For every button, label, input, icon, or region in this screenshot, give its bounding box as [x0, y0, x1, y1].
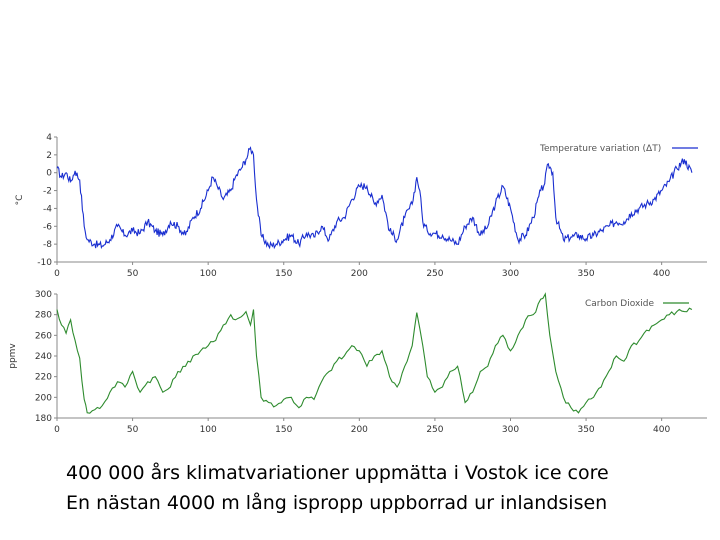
x-tick-label: 100 [200, 425, 217, 435]
y-tick-label: 260 [35, 331, 52, 341]
y-tick-label: 280 [35, 311, 52, 321]
x-tick-label: 150 [275, 425, 292, 435]
temperature-chart: 420-2-4-6-8-100 50 100 150 200 250 300 350 400°C… [15, 133, 707, 279]
y-tick-label: 200 [35, 393, 52, 403]
series-line [56, 146, 693, 250]
y-tick-label: 240 [35, 352, 52, 362]
x-tick-label: 350 [577, 269, 594, 279]
x-tick-label: 250 [426, 269, 443, 279]
caption-line-2: En nästan 4000 m lång ispropp uppborrad … [66, 492, 608, 514]
x-tick-label: 400 [653, 425, 670, 435]
x-tick-label: 0 [54, 425, 60, 435]
x-tick-label: 300 [502, 269, 519, 279]
legend-label: Carbon Dioxide [585, 299, 654, 309]
y-tick-label: 180 [35, 414, 52, 424]
y-tick-label: -2 [43, 187, 52, 197]
x-tick-label: 100 [200, 269, 217, 279]
y-tick-label: 2 [46, 151, 52, 161]
x-tick-label: 400 [653, 269, 670, 279]
caption-line-1: 400 000 års klimatvariationer uppmätta i… [66, 462, 609, 484]
y-tick-label: 0 [46, 169, 52, 179]
x-tick-label: 250 [426, 425, 443, 435]
x-tick-label: 50 [127, 269, 139, 279]
x-tick-label: 350 [577, 425, 594, 435]
y-axis-label: ppmv [8, 343, 18, 369]
y-tick-label: -10 [37, 258, 52, 268]
y-tick-label: 220 [35, 373, 52, 383]
y-tick-label: -6 [43, 222, 52, 232]
x-tick-label: 200 [351, 425, 368, 435]
x-tick-label: 0 [54, 269, 60, 279]
y-axis-label: °C [15, 195, 25, 206]
y-tick-label: -8 [43, 240, 52, 250]
x-tick-label: 150 [275, 269, 292, 279]
x-tick-label: 300 [502, 425, 519, 435]
x-tick-label: 200 [351, 269, 368, 279]
y-tick-label: 300 [35, 290, 52, 300]
x-tick-label: 50 [127, 425, 139, 435]
y-tick-label: -4 [43, 204, 52, 214]
series-line [56, 292, 693, 414]
y-tick-label: 4 [46, 133, 52, 143]
legend-label: Temperature variation (ΔT) [539, 144, 661, 154]
